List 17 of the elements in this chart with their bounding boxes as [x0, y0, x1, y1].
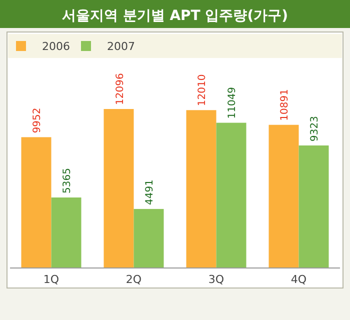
data-label: 11049 [227, 86, 238, 119]
x-tick-label: 3Q [208, 273, 224, 286]
data-label: 4491 [144, 180, 156, 205]
data-label: 9952 [32, 108, 44, 134]
x-tick-label: 1Q [43, 273, 60, 286]
data-label: 12010 [197, 74, 208, 106]
data-label: 12096 [114, 73, 126, 105]
legend-label: 2007 [107, 40, 135, 53]
data-label: 10891 [280, 89, 291, 121]
x-tick-label: 2Q [126, 273, 142, 286]
data-label: 5365 [62, 168, 74, 194]
legend-item: 2006 [16, 40, 70, 53]
chart-title: 서울지역 분기별 APT 입주량(가구) [62, 8, 288, 24]
legend-item: 2007 [81, 40, 135, 53]
data-label: 9323 [310, 116, 321, 142]
x-tick-label: 4Q [290, 273, 307, 286]
legend-label: 2006 [42, 40, 70, 53]
